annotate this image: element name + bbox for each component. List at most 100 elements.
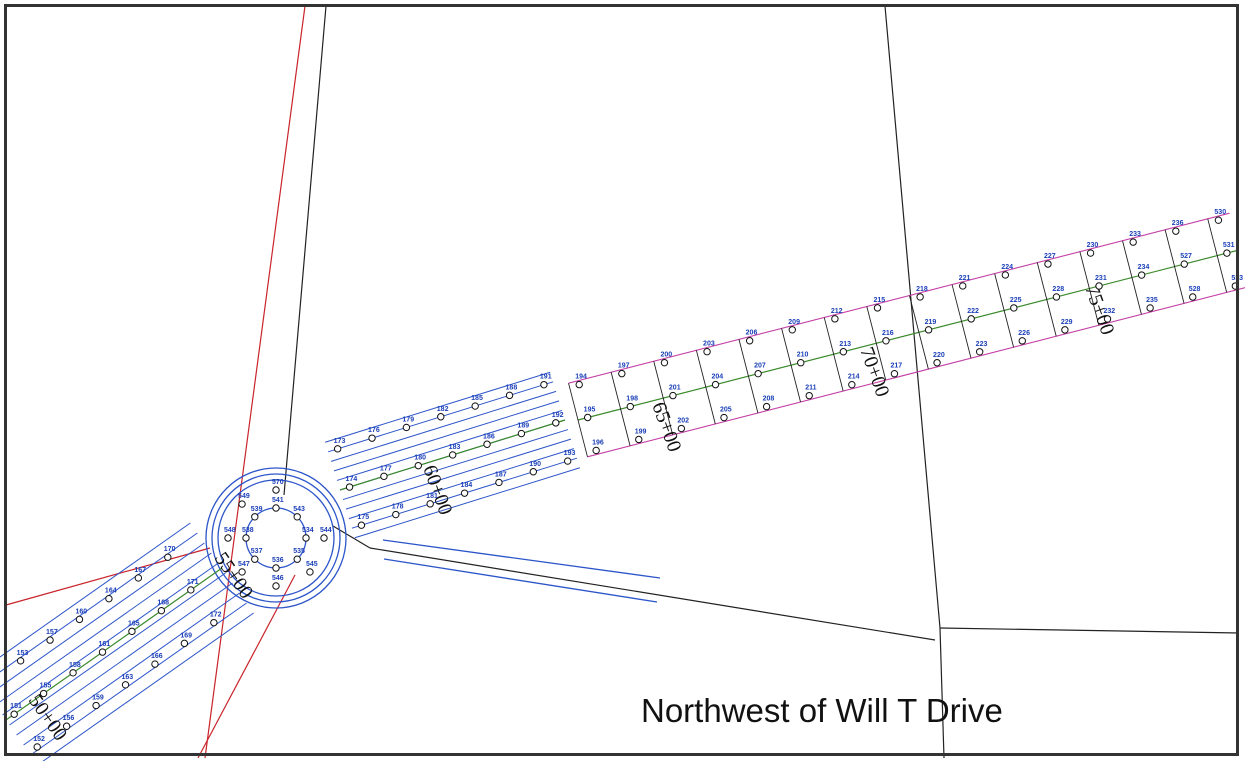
- survey-point-marker: [75, 615, 84, 624]
- survey-point-label: 180: [414, 455, 426, 462]
- survey-point-marker: [345, 483, 354, 491]
- survey-point-marker: [437, 413, 445, 421]
- survey-point: 222: [967, 308, 979, 323]
- survey-point: 203: [703, 341, 715, 356]
- survey-point-label: 158: [69, 662, 81, 669]
- survey-point-label: 165: [128, 620, 140, 627]
- survey-point: 175: [357, 514, 369, 529]
- survey-point-marker: [1018, 337, 1026, 345]
- survey-point-marker: [238, 500, 246, 508]
- survey-point-label: 208: [763, 396, 775, 403]
- survey-point-marker: [529, 468, 538, 476]
- survey-point-label: 233: [1129, 231, 1141, 238]
- survey-point-label: 220: [933, 352, 945, 359]
- contour-line: [23, 592, 240, 746]
- survey-point-label: 530: [1214, 209, 1226, 216]
- survey-point-marker: [959, 282, 967, 290]
- survey-point-marker: [105, 594, 113, 603]
- survey-point-marker: [39, 689, 48, 698]
- survey-point: 169: [180, 632, 192, 648]
- survey-point: 212: [831, 308, 843, 323]
- contour-line: [16, 582, 233, 736]
- survey-point-marker: [426, 500, 434, 508]
- survey-point-marker: [540, 380, 548, 389]
- survey-point-marker: [805, 391, 813, 400]
- survey-point-label: 168: [157, 600, 169, 607]
- contour-line: [342, 429, 569, 501]
- survey-point-label: 541: [272, 497, 284, 504]
- survey-point-marker: [302, 534, 310, 542]
- survey-point: 233: [1129, 231, 1141, 246]
- survey-point: 218: [916, 286, 928, 301]
- survey-point-label: 171: [187, 579, 199, 586]
- survey-point-marker: [1010, 304, 1018, 312]
- survey-point: 538: [242, 527, 254, 542]
- cross-section-line: [951, 284, 972, 359]
- property-lines: [283, 5, 1240, 759]
- survey-point-label: 202: [677, 418, 689, 425]
- survey-point-marker: [272, 486, 280, 494]
- survey-point: 570: [272, 479, 284, 494]
- survey-point: 534: [302, 527, 314, 542]
- survey-point: 155: [39, 683, 51, 698]
- survey-point-marker: [967, 315, 975, 323]
- survey-point-label: 534: [302, 527, 314, 534]
- survey-point: 544: [320, 527, 332, 542]
- survey-point: 225: [1010, 297, 1022, 312]
- survey-point-marker: [754, 369, 762, 378]
- contour-line: [2, 562, 219, 716]
- survey-point: 157: [46, 629, 58, 644]
- survey-point-label: 539: [251, 506, 263, 513]
- survey-point-marker: [583, 413, 592, 422]
- survey-point: 165: [128, 620, 140, 636]
- survey-point-label: 193: [564, 450, 576, 457]
- survey-point-label: 187: [495, 471, 507, 478]
- map-caption: Northwest of Will T Drive: [641, 692, 1003, 729]
- survey-point-label: 224: [1001, 264, 1013, 271]
- survey-point-marker: [660, 358, 669, 367]
- survey-point: 171: [187, 579, 199, 594]
- survey-point: 164: [105, 588, 117, 603]
- survey-point-label: 181: [426, 493, 438, 500]
- survey-point: 194: [575, 374, 587, 389]
- survey-point-marker: [1146, 304, 1154, 312]
- survey-point: 211: [805, 385, 817, 400]
- survey-point-label: 235: [1146, 297, 1158, 304]
- survey-point-label: 228: [1052, 286, 1064, 293]
- survey-point: 530: [1214, 209, 1226, 224]
- survey-point: 187: [495, 471, 507, 487]
- survey-point-marker: [890, 370, 899, 378]
- survey-point: 189: [517, 423, 529, 438]
- survey-point-label: 179: [402, 416, 414, 423]
- survey-point: 173: [334, 438, 345, 453]
- survey-point-label: 152: [33, 736, 45, 743]
- survey-point-label: 175: [357, 514, 369, 521]
- survey-point-marker: [1086, 249, 1095, 257]
- cross-section-line: [781, 328, 801, 403]
- survey-point-label: 151: [10, 703, 22, 710]
- survey-point-marker: [1189, 293, 1197, 301]
- survey-point: 167: [134, 567, 146, 582]
- survey-point: 205: [720, 407, 732, 422]
- survey-point: 220: [933, 352, 945, 367]
- contour-line: [345, 438, 572, 510]
- contour-line: [9, 572, 226, 726]
- survey-point-label: 184: [461, 482, 473, 489]
- survey-point-label: 221: [959, 275, 971, 282]
- survey-point-marker: [1172, 227, 1180, 235]
- survey-point-marker: [98, 648, 107, 656]
- survey-point-label: 182: [437, 406, 449, 413]
- survey-point-label: 185: [471, 395, 483, 402]
- survey-point-label: 174: [346, 476, 358, 483]
- survey-point-marker: [720, 413, 728, 422]
- survey-point-marker: [1214, 216, 1223, 224]
- survey-point-label: 206: [746, 330, 758, 337]
- survey-point-marker: [1223, 249, 1231, 257]
- survey-point-label: 191: [540, 374, 552, 381]
- contour-line: [336, 409, 563, 481]
- survey-point-marker: [924, 326, 933, 334]
- survey-point-marker: [882, 337, 890, 345]
- survey-point: 235: [1146, 297, 1158, 312]
